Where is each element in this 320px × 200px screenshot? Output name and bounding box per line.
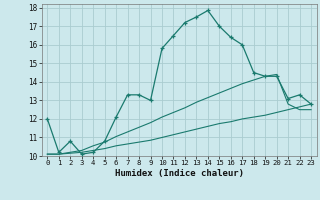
X-axis label: Humidex (Indice chaleur): Humidex (Indice chaleur) bbox=[115, 169, 244, 178]
